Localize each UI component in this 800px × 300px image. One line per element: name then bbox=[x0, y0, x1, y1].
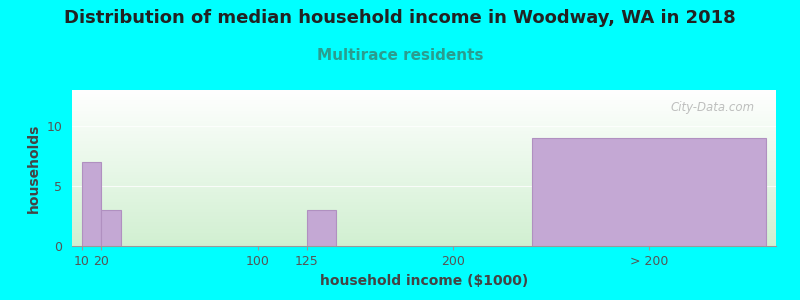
Text: City-Data.com: City-Data.com bbox=[670, 101, 755, 114]
Text: Multirace residents: Multirace residents bbox=[317, 48, 483, 63]
Bar bbox=[531, 138, 766, 246]
Bar bbox=[306, 210, 336, 246]
Bar bbox=[82, 162, 102, 246]
Y-axis label: households: households bbox=[27, 123, 41, 213]
Bar bbox=[102, 210, 121, 246]
X-axis label: household income ($1000): household income ($1000) bbox=[320, 274, 528, 288]
Text: Distribution of median household income in Woodway, WA in 2018: Distribution of median household income … bbox=[64, 9, 736, 27]
